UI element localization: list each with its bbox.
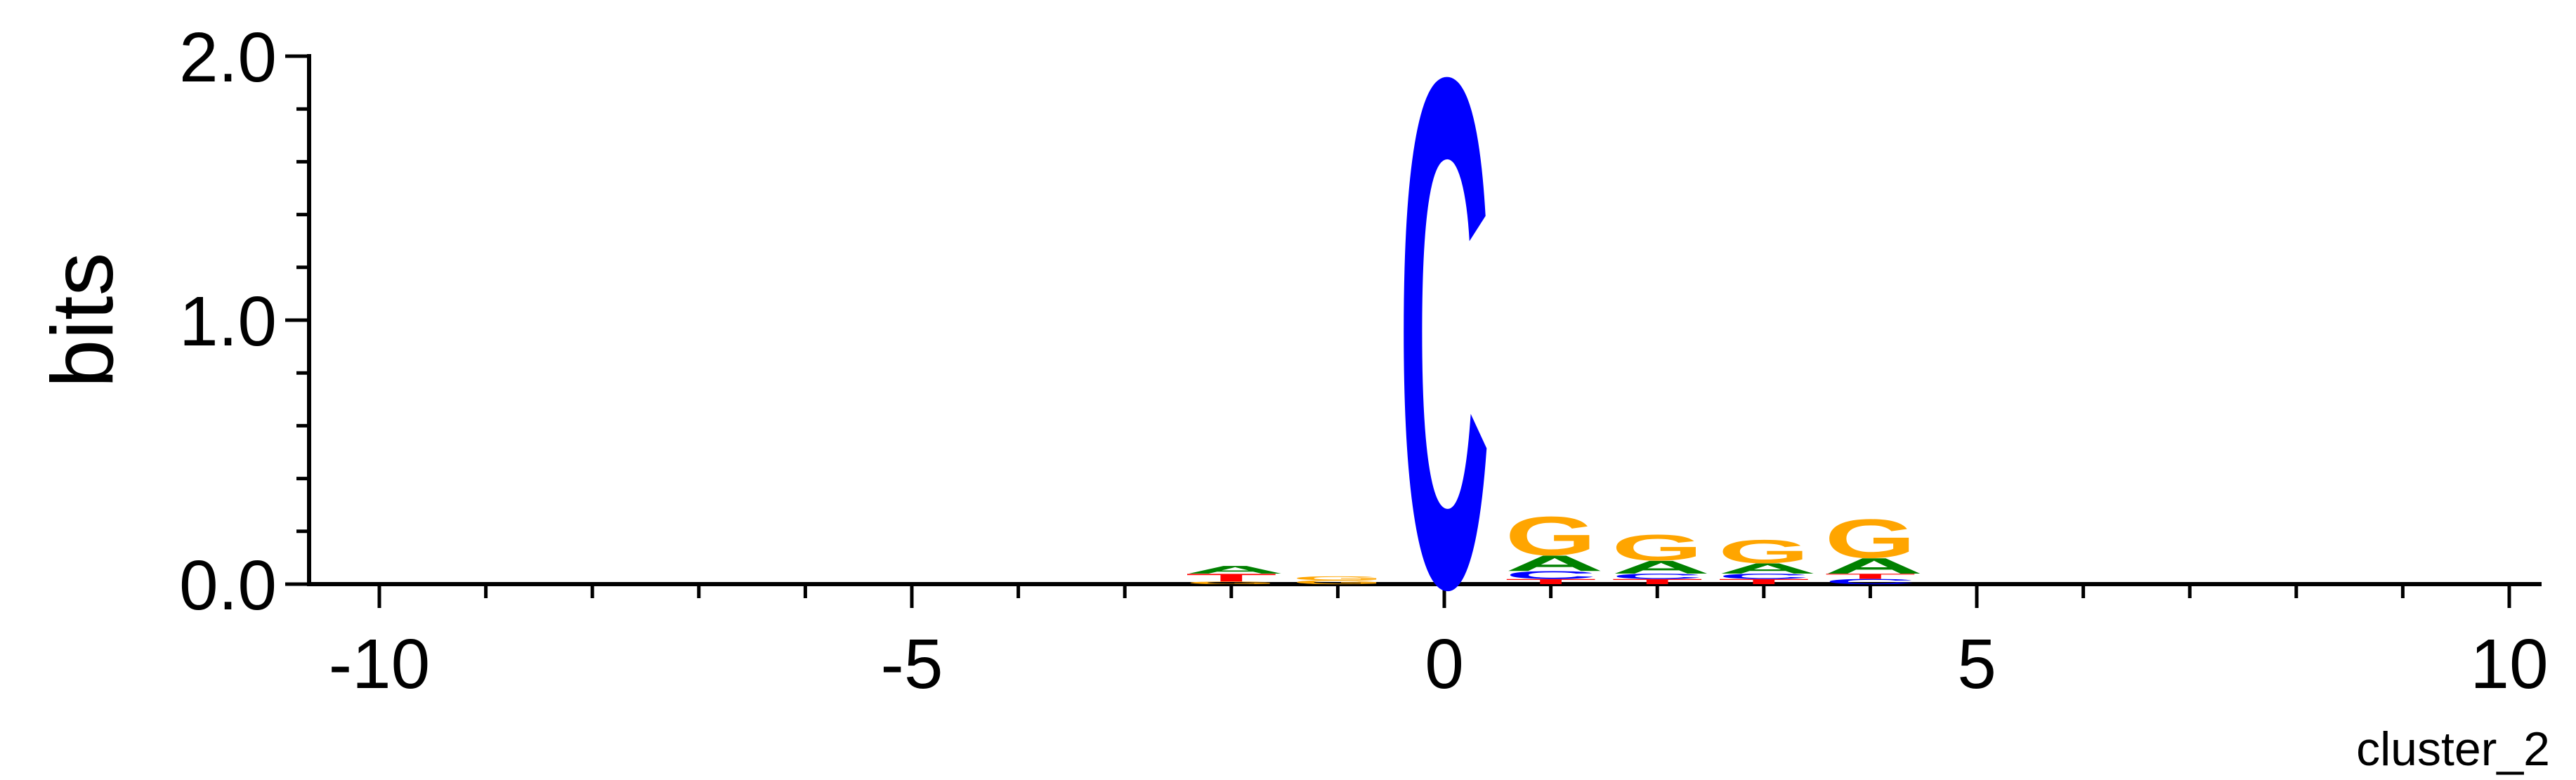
x-tick-label: 5	[1957, 625, 1996, 703]
logo-letter-G: G	[1292, 579, 1383, 586]
logo-letter-T: T	[1824, 572, 1916, 581]
logo-letter-C: C	[1399, 0, 1490, 739]
logo-letter-T: T	[1718, 578, 1810, 586]
logo-letter-G: G	[1718, 534, 1810, 571]
y-axis-label: bits	[34, 253, 131, 388]
logo-letter-A: A	[1718, 560, 1817, 576]
logo-letter-C: C	[1611, 572, 1703, 581]
logo-letter-T: T	[1186, 571, 1277, 584]
y-tick-label: 2.0	[179, 18, 277, 97]
x-ticks: -10 -5 0 5 10	[329, 584, 2549, 703]
logo-letter-C: C	[1505, 569, 1596, 581]
x-tick-label: -5	[881, 625, 943, 703]
logo-letter-T: T	[1611, 578, 1703, 586]
logo-letter-A: A	[1824, 553, 1923, 578]
x-tick-label: -10	[329, 625, 431, 703]
y-tick-label: 1.0	[179, 282, 277, 361]
y-ticks: 0.0 1.0 2.0	[179, 18, 309, 625]
logo-letter-G: G	[1611, 527, 1703, 568]
caption-label: cluster_2	[2356, 722, 2550, 776]
logo-letter-A: A	[1505, 551, 1604, 576]
logo-letter-G: G	[1824, 508, 1916, 569]
logo-letter-G: G	[1292, 575, 1383, 581]
logo-letter-T: T	[1505, 578, 1596, 586]
y-tick-label: 0.0	[179, 546, 277, 625]
logo-letter-A: A	[1186, 564, 1285, 576]
x-tick-label: 10	[2470, 625, 2548, 703]
logo-letter-A: A	[1611, 557, 1711, 577]
logo-letter-G: G	[1186, 581, 1277, 585]
logo-letter-G: G	[1505, 505, 1596, 567]
logo-letter-C: C	[1718, 572, 1810, 581]
x-tick-label: 0	[1425, 625, 1464, 703]
logo-letter-C: C	[1824, 578, 1916, 586]
